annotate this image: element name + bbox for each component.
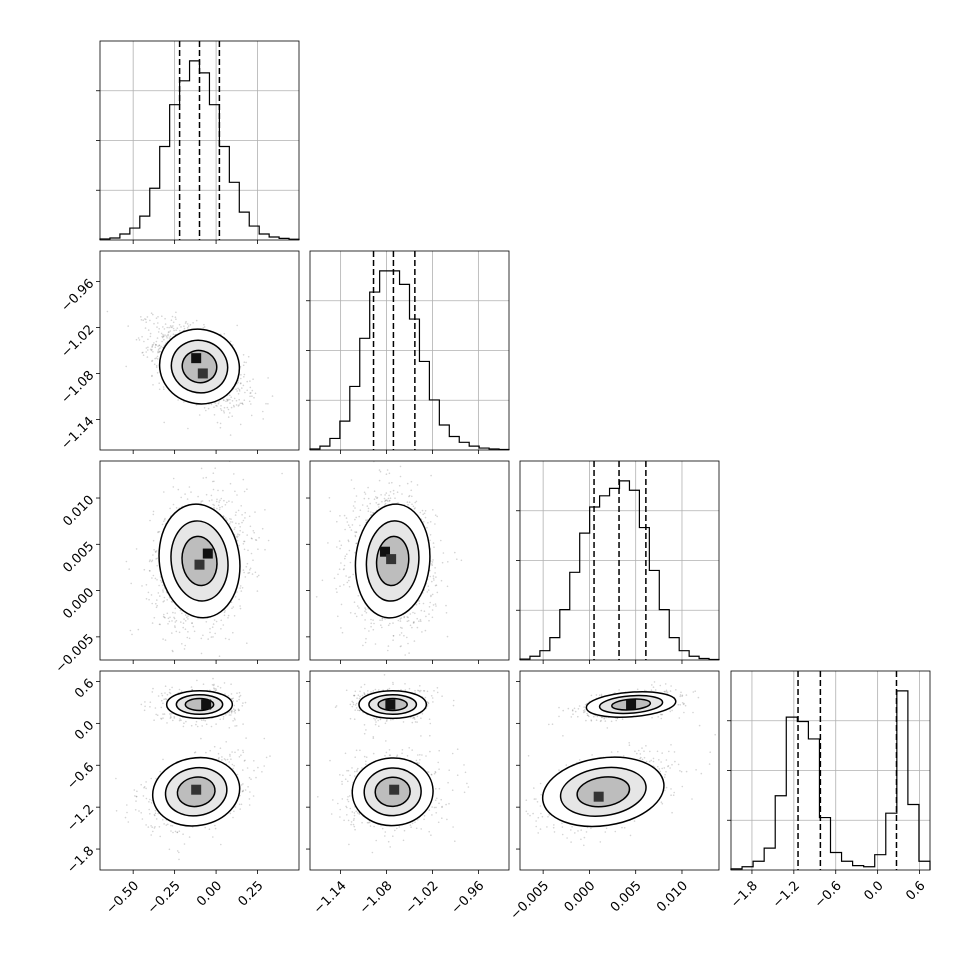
xtick-label: 0.0 bbox=[861, 878, 886, 903]
density-peak bbox=[202, 548, 213, 559]
joint-frame bbox=[99, 250, 300, 451]
density-peak bbox=[389, 784, 400, 795]
joint-content bbox=[317, 674, 470, 854]
hist-frame bbox=[99, 40, 300, 241]
hist-step-3 bbox=[730, 690, 931, 870]
joint-frame bbox=[519, 670, 720, 871]
xtick-label: 0.010 bbox=[654, 878, 691, 915]
xtick-label: −0.96 bbox=[449, 878, 488, 917]
hist-step-0 bbox=[99, 60, 300, 240]
density-peak bbox=[191, 784, 202, 795]
xtick-label: 0.6 bbox=[903, 878, 928, 903]
hist-frame bbox=[730, 670, 931, 871]
hist-panel-2 bbox=[516, 460, 720, 664]
joint-frame bbox=[99, 670, 300, 871]
joint-frame bbox=[99, 460, 300, 661]
density-peak bbox=[626, 699, 637, 710]
xtick-label: 0.000 bbox=[562, 878, 599, 915]
contour-level bbox=[181, 349, 218, 384]
ytick-label: 0.000 bbox=[60, 585, 97, 622]
ytick-label: −1.8 bbox=[64, 844, 97, 877]
density-peak bbox=[385, 699, 396, 710]
xtick-label: 0.25 bbox=[236, 878, 267, 909]
density-peak bbox=[386, 554, 397, 565]
hist-step-1 bbox=[309, 270, 510, 451]
joint-content bbox=[115, 677, 271, 861]
hist-panel-3 bbox=[727, 670, 931, 874]
joint-frame bbox=[309, 670, 510, 871]
density-peak bbox=[593, 791, 604, 802]
density-peak bbox=[191, 353, 202, 364]
hist-panel-1 bbox=[306, 250, 510, 454]
ytick-label: −0.96 bbox=[59, 276, 98, 315]
xtick-label: −1.02 bbox=[403, 878, 442, 917]
ytick-label: 0.005 bbox=[60, 539, 97, 576]
ytick-label: −0.6 bbox=[64, 760, 97, 793]
xtick-label: −0.50 bbox=[103, 878, 142, 917]
ytick-label: −0.005 bbox=[53, 632, 98, 677]
ytick-label: 0.6 bbox=[72, 676, 97, 701]
joint-content bbox=[106, 310, 274, 436]
xtick-label: −0.25 bbox=[145, 878, 184, 917]
joint-content bbox=[125, 461, 283, 657]
ytick-label: 0.010 bbox=[60, 493, 97, 530]
xtick-label: −1.14 bbox=[311, 878, 350, 917]
joint-content bbox=[315, 461, 463, 656]
joint-frame bbox=[309, 460, 510, 661]
hist-frame bbox=[309, 250, 510, 451]
xtick-label: −1.08 bbox=[357, 878, 396, 917]
xtick-label: 0.00 bbox=[194, 878, 225, 909]
hist-frame bbox=[519, 460, 720, 661]
xtick-label: 0.005 bbox=[608, 878, 645, 915]
ytick-label: −1.08 bbox=[59, 368, 98, 407]
xtick-label: −1.8 bbox=[728, 878, 761, 911]
xtick-label: −0.005 bbox=[508, 878, 553, 923]
xtick-label: −1.2 bbox=[770, 878, 803, 911]
ytick-label: −1.2 bbox=[64, 802, 97, 835]
xtick-label: −0.6 bbox=[812, 878, 845, 911]
joint-panel-3-0 bbox=[96, 670, 300, 874]
density-peak bbox=[380, 546, 391, 557]
joint-panel-2-0 bbox=[96, 460, 300, 664]
density-peak bbox=[197, 368, 208, 379]
ytick-label: −1.14 bbox=[59, 414, 98, 453]
joint-panel-3-1 bbox=[306, 670, 510, 874]
ytick-label: −1.02 bbox=[59, 322, 98, 361]
joint-panel-2-1 bbox=[306, 460, 510, 664]
hist-panel-0 bbox=[96, 40, 300, 244]
joint-panel-1-0 bbox=[96, 250, 300, 454]
joint-panel-3-2 bbox=[516, 670, 720, 874]
ytick-label: 0.0 bbox=[72, 718, 97, 743]
density-peak bbox=[194, 559, 205, 570]
density-peak bbox=[201, 699, 212, 710]
joint-content bbox=[525, 681, 716, 847]
